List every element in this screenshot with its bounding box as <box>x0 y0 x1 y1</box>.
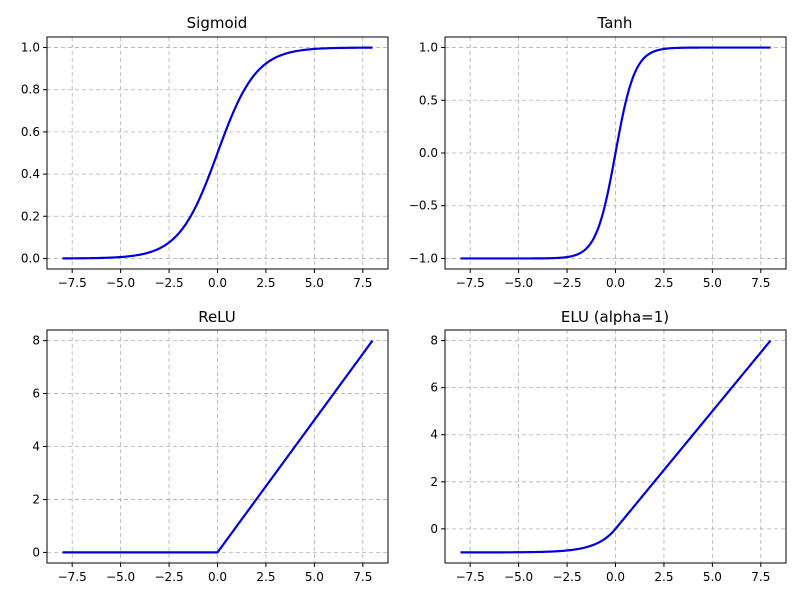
x-tick-label: 0.0 <box>606 570 625 584</box>
series-line <box>460 339 772 554</box>
x-tick-label: −7.5 <box>456 570 485 584</box>
x-tick-label: 2.5 <box>654 276 673 290</box>
y-tick-label: −0.5 <box>409 199 438 213</box>
x-tick-label: 5.0 <box>305 276 324 290</box>
y-tick-label: 0.2 <box>21 209 40 223</box>
x-tick-label: 2.5 <box>256 570 275 584</box>
x-tick-label: −2.5 <box>154 276 183 290</box>
x-tick-label: 5.0 <box>703 570 722 584</box>
elu-panel: ELU (alpha=1) −7.5 −5.0 −2.5 0.0 2.5 5.0 7.5 0 2… <box>430 308 787 584</box>
y-tick-label: 0.0 <box>419 146 438 160</box>
y-tick-label: −1.0 <box>409 251 438 265</box>
y-tick-label: 0.4 <box>21 167 40 181</box>
y-tick-label: 2 <box>430 475 438 489</box>
y-tick-label: 0.5 <box>419 93 438 107</box>
x-tick-label: −2.5 <box>552 570 581 584</box>
y-tick-label: 6 <box>430 381 438 395</box>
sigmoid-panel: Sigmoid −7.5 −5.0 −2.5 0.0 2.5 5.0 7.5 0.0 0.2 0.… <box>21 14 389 290</box>
x-tick-label: 0.0 <box>208 276 227 290</box>
x-tick-label: 5.0 <box>703 276 722 290</box>
x-tick-label: −7.5 <box>58 276 87 290</box>
ticks: −7.5 −5.0 −2.5 0.0 2.5 5.0 7.5 0 2 4 6 8 <box>430 334 770 584</box>
grid <box>47 330 388 563</box>
curve <box>460 339 772 554</box>
panel-title: Tanh <box>597 14 633 32</box>
panel-title: Sigmoid <box>187 14 248 32</box>
y-tick-label: 8 <box>32 334 40 348</box>
y-tick-label: 8 <box>430 334 438 348</box>
x-tick-label: 0.0 <box>208 570 227 584</box>
y-tick-label: 4 <box>32 440 40 454</box>
x-tick-label: 5.0 <box>305 570 324 584</box>
grid <box>47 37 388 269</box>
x-tick-label: −5.0 <box>504 276 533 290</box>
x-tick-label: 7.5 <box>353 570 372 584</box>
x-tick-label: −2.5 <box>552 276 581 290</box>
ticks: −7.5 −5.0 −2.5 0.0 2.5 5.0 7.5 −1.0 −0.5 0.0 0.5 1.… <box>409 41 771 290</box>
y-tick-label: 2 <box>32 492 40 506</box>
ticks: −7.5 −5.0 −2.5 0.0 2.5 5.0 7.5 0 2 4 6 8 <box>32 334 372 584</box>
x-tick-label: −7.5 <box>456 276 485 290</box>
x-tick-label: −2.5 <box>154 570 183 584</box>
x-tick-label: −7.5 <box>58 570 87 584</box>
x-tick-label: 7.5 <box>751 276 770 290</box>
y-tick-label: 0 <box>32 545 40 559</box>
y-tick-label: 0.8 <box>21 83 40 97</box>
curve <box>62 339 374 554</box>
x-tick-label: 0.0 <box>606 276 625 290</box>
y-tick-label: 1.0 <box>21 41 40 55</box>
relu-panel: ReLU −7.5 −5.0 −2.5 0.0 2.5 5.0 7.5 0 2 4 6 8 <box>32 308 389 584</box>
x-tick-label: 7.5 <box>751 570 770 584</box>
panel-title: ELU (alpha=1) <box>561 308 669 326</box>
y-tick-label: 0 <box>430 522 438 536</box>
panel-title: ReLU <box>198 308 236 326</box>
tanh-panel: Tanh −7.5 −5.0 −2.5 0.0 2.5 5.0 7.5 −1.0 −0.5 0.0… <box>409 14 787 290</box>
y-tick-label: 4 <box>430 428 438 442</box>
series-line <box>62 46 373 260</box>
x-tick-label: 2.5 <box>256 276 275 290</box>
x-tick-label: −5.0 <box>504 570 533 584</box>
y-tick-label: 6 <box>32 387 40 401</box>
series-line <box>460 46 771 260</box>
ticks: −7.5 −5.0 −2.5 0.0 2.5 5.0 7.5 0.0 0.2 0.4 0.6 0.8 1… <box>21 41 372 290</box>
y-tick-label: 0.6 <box>21 125 40 139</box>
x-tick-label: −5.0 <box>106 570 135 584</box>
y-tick-label: 1.0 <box>419 41 438 55</box>
x-tick-label: 2.5 <box>654 570 673 584</box>
x-tick-label: −5.0 <box>106 276 135 290</box>
series-line <box>62 339 374 554</box>
curve <box>62 46 373 260</box>
curve <box>460 46 771 260</box>
x-tick-label: 7.5 <box>353 276 372 290</box>
y-tick-label: 0.0 <box>21 251 40 265</box>
